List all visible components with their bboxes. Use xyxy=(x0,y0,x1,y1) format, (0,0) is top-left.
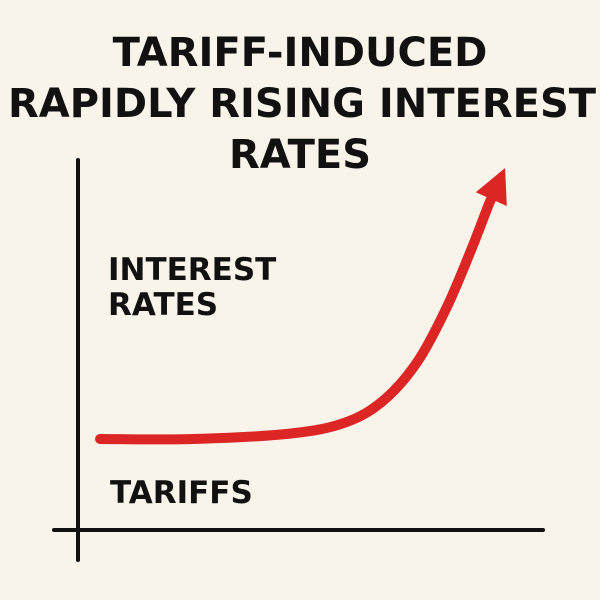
y-axis-label-line-2: RATES xyxy=(108,287,218,323)
chart-title-line-2: RAPIDLY RISING INTEREST xyxy=(8,81,597,127)
chart-title-line-3: RATES xyxy=(229,132,371,178)
chart-title-line-1: TARIFF-INDUCED xyxy=(113,30,488,76)
series-line xyxy=(95,190,498,445)
series-arrowhead xyxy=(475,168,507,206)
y-axis-label-line-1: INTEREST xyxy=(108,252,276,288)
x-axis-label: TARIFFS xyxy=(110,475,253,511)
